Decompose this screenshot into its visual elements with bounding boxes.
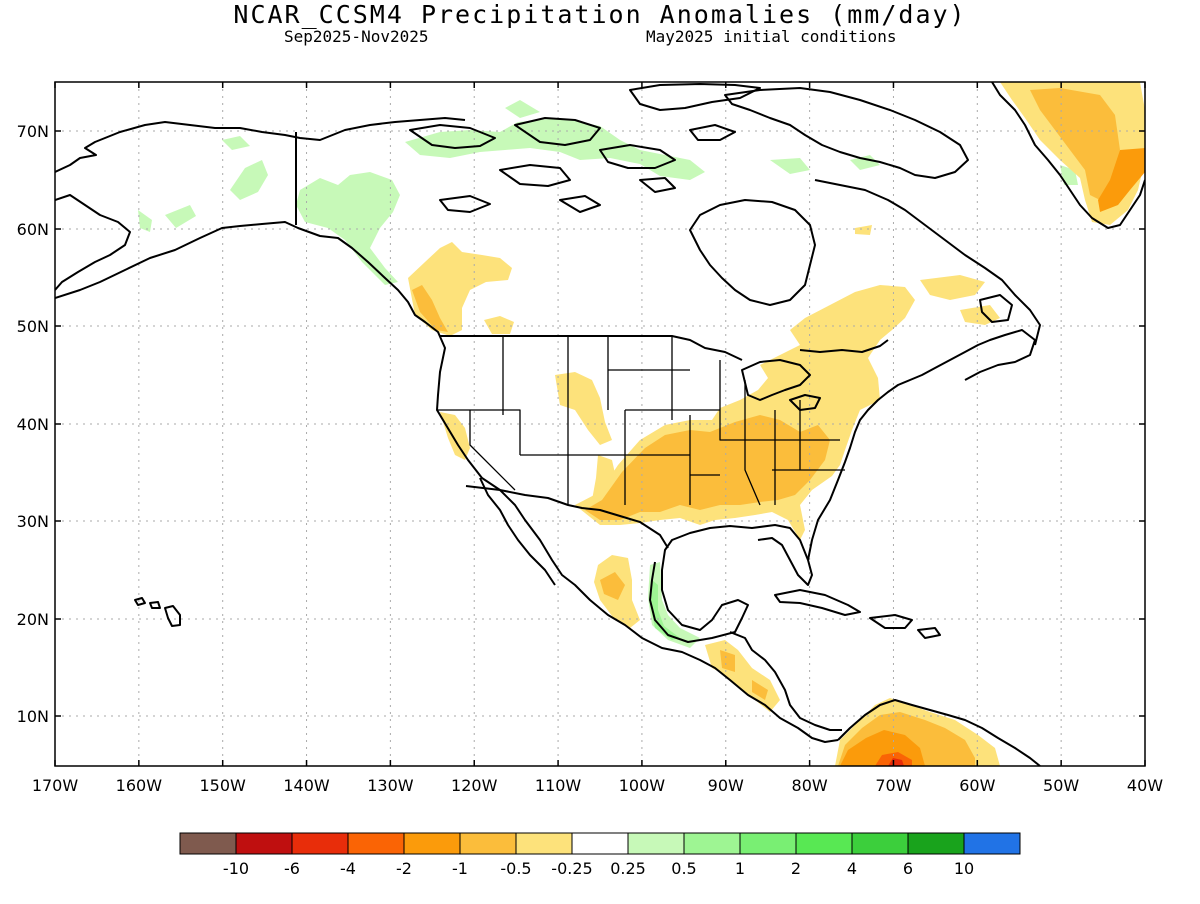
legend-swatch (235, 832, 293, 855)
legend-label: 4 (847, 859, 857, 878)
lon-label: 120W (451, 776, 498, 795)
coastline-newfoundland (979, 294, 1013, 323)
longitude-labels: 170W 160W 150W 140W 130W 120W 110W 100W 90W 80W 70… (32, 82, 1163, 795)
lon-label: 150W (200, 776, 247, 795)
legend-swatch (291, 832, 349, 855)
coastline-cuba-caribbean (774, 589, 941, 639)
legend-label: -0.25 (551, 859, 592, 878)
coastline-us-east (807, 329, 1036, 561)
lat-label: 70N (17, 122, 49, 141)
legend-label: 0.25 (610, 859, 646, 878)
lat-label: 20N (17, 610, 49, 629)
coastline-hudson-bay (689, 199, 816, 306)
coastline-arctic-islands (409, 117, 736, 213)
legend-label: -4 (340, 859, 356, 878)
legend-label: -1 (452, 859, 468, 878)
lon-label: 160W (116, 776, 163, 795)
dry-anomaly-pacific-nw-core (412, 285, 448, 332)
lat-label: 40N (17, 415, 49, 434)
lon-label: 110W (535, 776, 582, 795)
wet-anomaly-alaska-interior (230, 160, 268, 200)
legend-label: 0.5 (671, 859, 696, 878)
lon-label: 40W (1127, 776, 1163, 795)
coastline-greenland (991, 82, 1145, 229)
forecast-period: Sep2025-Nov2025 (284, 27, 429, 46)
latitude-labels: 70N 60N 50N 40N 30N 20N 10N (17, 122, 1145, 726)
dry-anomaly-eastern-us-core (585, 415, 830, 520)
dry-anomaly-wyoming (555, 372, 612, 445)
lon-label: 170W (32, 776, 79, 795)
coastline-alaska-west (55, 194, 131, 291)
coastline-central-america (729, 631, 842, 731)
coastline-labrador (814, 179, 1041, 346)
legend-swatch (515, 832, 573, 855)
lon-label: 60W (959, 776, 995, 795)
color-legend: -10 -6 -4 -2 -1 -0.5 -0.25 0.25 0.5 1 2 4 6 10 (179, 832, 1021, 878)
coastline-ellesmere (629, 83, 761, 111)
legend-label: 2 (791, 859, 801, 878)
legend-label: -2 (396, 859, 412, 878)
dry-anomaly-greenland-mid (1030, 88, 1120, 200)
graticule (55, 82, 1145, 766)
border-us-mexico (465, 485, 669, 549)
legend-swatch (459, 832, 517, 855)
map-title: NCAR_CCSM4 Precipitation Anomalies (mm/d… (233, 0, 967, 29)
dry-anomaly-california (440, 412, 470, 460)
initial-conditions: May2025 initial conditions (646, 27, 897, 46)
wet-anomaly-alaska-south (296, 172, 400, 285)
dry-anomaly-central-america (705, 640, 780, 712)
legend-swatch (851, 832, 909, 855)
legend-label: 10 (954, 859, 974, 878)
legend-swatch (907, 832, 965, 855)
border-us-states (438, 336, 845, 506)
dry-anomaly-mexico-west-core (600, 572, 625, 600)
coastline-hawaii (134, 597, 181, 627)
wet-anomaly-gulf-coast-mexico-core (650, 580, 680, 640)
dry-anomaly-idaho (484, 316, 514, 334)
coastline-south-america (837, 699, 1041, 766)
legend-swatch (683, 832, 741, 855)
coastline-gulf-of-mexico (649, 524, 813, 643)
dry-anomaly-greenland-core (1098, 148, 1145, 212)
legend-label: 1 (735, 859, 745, 878)
legend-swatch (963, 832, 1021, 855)
lon-label: 90W (708, 776, 744, 795)
wet-anomaly-alaska-west (138, 205, 196, 232)
legend-label: -0.5 (500, 859, 531, 878)
lon-label: 70W (875, 776, 911, 795)
coastlines (55, 82, 1145, 766)
coastline-baja (479, 477, 556, 586)
legend-label: -6 (284, 859, 300, 878)
legend-swatch (403, 832, 461, 855)
wet-anomaly-canada-arctic (405, 118, 705, 180)
legend-label: -10 (223, 859, 249, 878)
lat-label: 10N (17, 707, 49, 726)
lat-label: 30N (17, 512, 49, 531)
legend-swatch (627, 832, 685, 855)
legend-swatch (739, 832, 797, 855)
legend-swatch (571, 832, 629, 855)
lon-label: 140W (283, 776, 330, 795)
coastline-baffin (724, 87, 969, 179)
dry-anomaly-south-america-peak (888, 758, 904, 766)
lon-label: 130W (367, 776, 414, 795)
lon-label: 100W (619, 776, 666, 795)
lon-label: 50W (1043, 776, 1079, 795)
coastline-north-america-west (55, 221, 839, 743)
border-canada-us (440, 335, 889, 361)
legend-swatch (179, 832, 237, 855)
legend-swatch (347, 832, 405, 855)
lat-label: 60N (17, 220, 49, 239)
lat-label: 50N (17, 317, 49, 336)
dry-anomaly-central-america-core (720, 650, 768, 700)
anomaly-fields (138, 82, 1145, 766)
lon-label: 80W (792, 776, 828, 795)
legend-label: 6 (903, 859, 913, 878)
coastline-alaska-north (55, 117, 466, 173)
legend-swatch (795, 832, 853, 855)
coastline-great-lakes (741, 359, 821, 411)
